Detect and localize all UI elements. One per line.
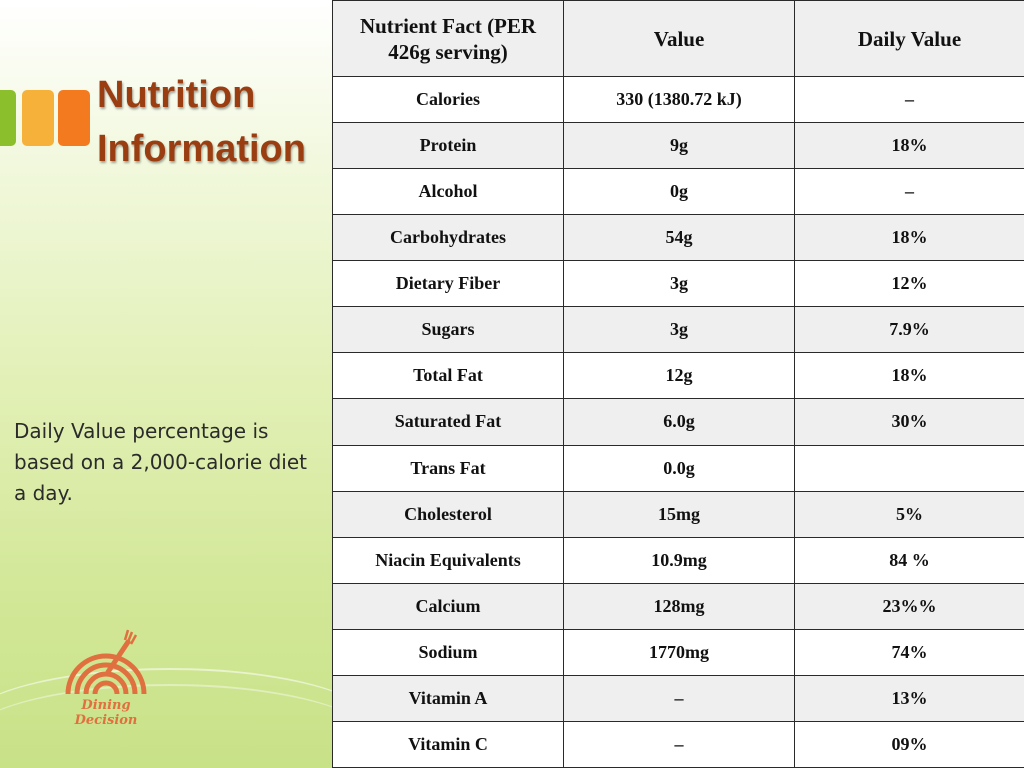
nutrient-daily-value: 09% — [795, 721, 1024, 767]
nutrient-name: Calcium — [333, 583, 564, 629]
header-daily-value: Daily Value — [795, 1, 1024, 77]
nutrient-value: – — [564, 675, 795, 721]
nutrient-name: Dietary Fiber — [333, 261, 564, 307]
nutrient-value: 3g — [564, 307, 795, 353]
nutrient-daily-value: – — [795, 77, 1024, 123]
nutrient-value: 330 (1380.72 kJ) — [564, 77, 795, 123]
nutrient-daily-value: 84 % — [795, 537, 1024, 583]
table-row: Vitamin A – 13% — [333, 675, 1024, 721]
nutrient-value: 0g — [564, 169, 795, 215]
nutrient-value: 3g — [564, 261, 795, 307]
table-row: Vitamin C – 09% — [333, 721, 1024, 767]
nutrient-name: Niacin Equivalents — [333, 537, 564, 583]
table-row: Trans Fat 0.0g — [333, 445, 1024, 491]
header-nutrient: Nutrient Fact (PER 426g serving) — [333, 1, 564, 77]
nutrient-name: Carbohydrates — [333, 215, 564, 261]
green-accent-bar — [0, 90, 16, 146]
table-row: Cholesterol 15mg 5% — [333, 491, 1024, 537]
table-row: Sodium 1770mg 74% — [333, 629, 1024, 675]
nutrient-name: Calories — [333, 77, 564, 123]
table-row: Sugars 3g 7.9% — [333, 307, 1024, 353]
nutrient-daily-value: 18% — [795, 123, 1024, 169]
nutrient-value: 6.0g — [564, 399, 795, 445]
nutrient-daily-value: 18% — [795, 353, 1024, 399]
page-title: Nutrition Information — [97, 68, 333, 176]
table-row: Protein 9g 18% — [333, 123, 1024, 169]
nutrient-value: 12g — [564, 353, 795, 399]
nutrient-daily-value: 7.9% — [795, 307, 1024, 353]
nutrient-daily-value: 5% — [795, 491, 1024, 537]
nutrient-daily-value: 18% — [795, 215, 1024, 261]
nutrient-name: Alcohol — [333, 169, 564, 215]
nutrient-daily-value: – — [795, 169, 1024, 215]
table-row: Niacin Equivalents 10.9mg 84 % — [333, 537, 1024, 583]
nutrient-value: 54g — [564, 215, 795, 261]
nutrient-value: 9g — [564, 123, 795, 169]
nutrient-value: 15mg — [564, 491, 795, 537]
nutrient-value: 0.0g — [564, 445, 795, 491]
table-row: Calcium 128mg 23%% — [333, 583, 1024, 629]
nutrient-name: Sugars — [333, 307, 564, 353]
nutrient-daily-value: 23%% — [795, 583, 1024, 629]
dining-decision-logo: Dining Decision — [50, 628, 162, 720]
nutrient-daily-value: 74% — [795, 629, 1024, 675]
nutrient-value: 128mg — [564, 583, 795, 629]
nutrition-table: Nutrient Fact (PER 426g serving) Value D… — [332, 0, 1024, 768]
table-row: Dietary Fiber 3g 12% — [333, 261, 1024, 307]
nutrient-daily-value: 12% — [795, 261, 1024, 307]
nutrient-daily-value: 30% — [795, 399, 1024, 445]
table-header-row: Nutrient Fact (PER 426g serving) Value D… — [333, 1, 1024, 77]
header-value: Value — [564, 1, 795, 77]
nutrient-name: Total Fat — [333, 353, 564, 399]
left-panel: Nutrition Information Daily Value percen… — [0, 0, 333, 768]
nutrient-name: Vitamin C — [333, 721, 564, 767]
table-row: Alcohol 0g – — [333, 169, 1024, 215]
logo-text: Dining Decision — [50, 698, 162, 728]
nutrient-daily-value: 13% — [795, 675, 1024, 721]
table-row: Calories 330 (1380.72 kJ) – — [333, 77, 1024, 123]
nutrient-name: Saturated Fat — [333, 399, 564, 445]
yellow-accent-bar — [22, 90, 54, 146]
nutrient-value: 1770mg — [564, 629, 795, 675]
nutrient-name: Cholesterol — [333, 491, 564, 537]
nutrient-value: – — [564, 721, 795, 767]
nutrient-name: Trans Fat — [333, 445, 564, 491]
nutrient-name: Protein — [333, 123, 564, 169]
nutrient-daily-value — [795, 445, 1024, 491]
nutrient-name: Sodium — [333, 629, 564, 675]
table-row: Total Fat 12g 18% — [333, 353, 1024, 399]
nutrient-name: Vitamin A — [333, 675, 564, 721]
daily-value-note: Daily Value percentage is based on a 2,0… — [14, 416, 324, 509]
orange-accent-bar — [58, 90, 90, 146]
table-row: Carbohydrates 54g 18% — [333, 215, 1024, 261]
nutrient-value: 10.9mg — [564, 537, 795, 583]
title-line-2: Information — [97, 122, 333, 176]
table-row: Saturated Fat 6.0g 30% — [333, 399, 1024, 445]
title-line-1: Nutrition — [97, 68, 333, 122]
